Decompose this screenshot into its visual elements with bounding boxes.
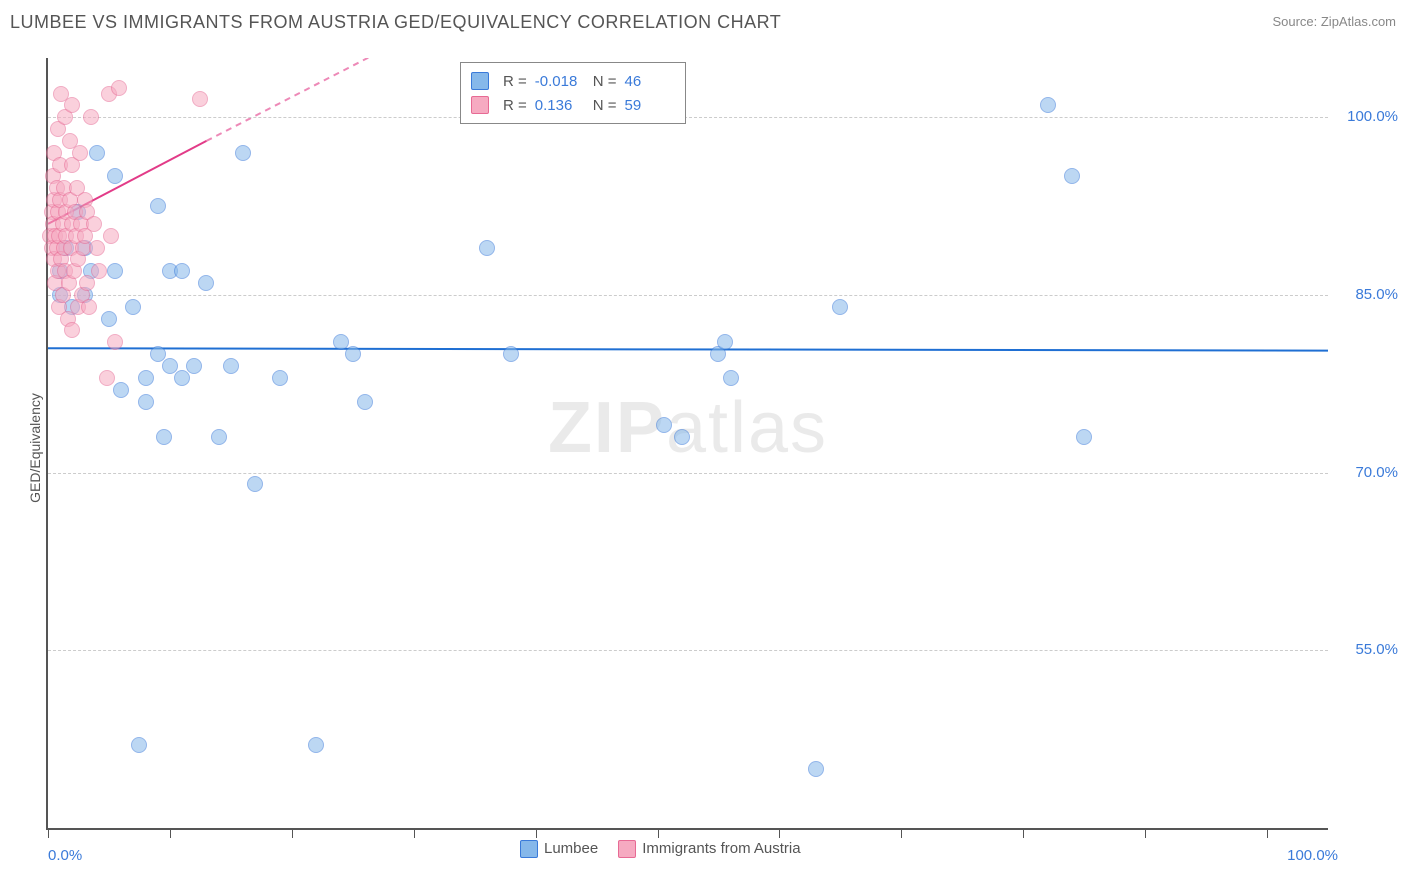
watermark: ZIPatlas	[548, 387, 828, 469]
data-point	[89, 145, 105, 161]
legend-swatch	[618, 840, 636, 858]
data-point	[103, 228, 119, 244]
series-legend: Lumbee Immigrants from Austria	[520, 840, 801, 858]
data-point	[308, 737, 324, 753]
data-point	[174, 370, 190, 386]
legend-r-label: R =	[503, 97, 527, 114]
data-point	[272, 370, 288, 386]
data-point	[723, 370, 739, 386]
data-point	[192, 91, 208, 107]
data-point	[91, 263, 107, 279]
data-point	[131, 737, 147, 753]
data-point	[235, 145, 251, 161]
data-point	[198, 275, 214, 291]
x-tick	[536, 828, 537, 838]
y-tick-label: 55.0%	[1338, 641, 1398, 658]
data-point	[832, 299, 848, 315]
data-point	[674, 429, 690, 445]
data-point	[479, 240, 495, 256]
data-point	[808, 761, 824, 777]
series-name: Immigrants from Austria	[642, 840, 800, 857]
trend-line-extension	[206, 58, 413, 141]
y-axis-label: GED/Equivalency	[27, 393, 43, 503]
legend-r-label: R =	[503, 73, 527, 90]
series-legend-item: Immigrants from Austria	[618, 840, 800, 858]
x-tick	[1267, 828, 1268, 838]
legend-r-value: -0.018	[535, 73, 585, 90]
source-label: Source: ZipAtlas.com	[1272, 14, 1396, 29]
legend-n-label: N =	[593, 73, 617, 90]
legend-n-value: 59	[625, 97, 675, 114]
data-point	[1076, 429, 1092, 445]
series-legend-item: Lumbee	[520, 840, 598, 858]
data-point	[223, 358, 239, 374]
gridline	[48, 295, 1328, 296]
data-point	[1064, 168, 1080, 184]
y-tick-label: 100.0%	[1338, 108, 1398, 125]
data-point	[1040, 97, 1056, 113]
data-point	[186, 358, 202, 374]
correlation-legend: R = -0.018 N = 46 R = 0.136 N = 59	[460, 62, 686, 124]
data-point	[64, 322, 80, 338]
y-tick-label: 85.0%	[1338, 286, 1398, 303]
gridline	[48, 117, 1328, 118]
gridline	[48, 650, 1328, 651]
data-point	[107, 168, 123, 184]
chart-title: LUMBEE VS IMMIGRANTS FROM AUSTRIA GED/EQ…	[10, 12, 781, 32]
x-tick	[901, 828, 902, 838]
data-point	[156, 429, 172, 445]
legend-n-label: N =	[593, 97, 617, 114]
x-tick	[1023, 828, 1024, 838]
gridline	[48, 473, 1328, 474]
x-tick	[48, 828, 49, 838]
data-point	[211, 429, 227, 445]
legend-n-value: 46	[625, 73, 675, 90]
data-point	[83, 109, 99, 125]
data-point	[107, 263, 123, 279]
x-tick	[292, 828, 293, 838]
x-tick	[414, 828, 415, 838]
data-point	[79, 275, 95, 291]
x-tick	[779, 828, 780, 838]
data-point	[113, 382, 129, 398]
legend-row: R = 0.136 N = 59	[471, 93, 675, 117]
data-point	[503, 346, 519, 362]
data-point	[138, 394, 154, 410]
x-tick	[1145, 828, 1146, 838]
x-tick-label: 100.0%	[1287, 847, 1338, 864]
trend-line	[48, 348, 1328, 350]
y-tick-label: 70.0%	[1338, 464, 1398, 481]
data-point	[247, 476, 263, 492]
legend-swatch	[471, 72, 489, 90]
data-point	[86, 216, 102, 232]
legend-swatch	[520, 840, 538, 858]
data-point	[101, 311, 117, 327]
x-tick-label: 0.0%	[48, 847, 82, 864]
data-point	[125, 299, 141, 315]
data-point	[99, 370, 115, 386]
data-point	[717, 334, 733, 350]
x-tick	[658, 828, 659, 838]
data-point	[138, 370, 154, 386]
x-tick	[170, 828, 171, 838]
legend-swatch	[471, 96, 489, 114]
data-point	[72, 145, 88, 161]
series-name: Lumbee	[544, 840, 598, 857]
data-point	[89, 240, 105, 256]
data-point	[656, 417, 672, 433]
data-point	[64, 97, 80, 113]
legend-r-value: 0.136	[535, 97, 585, 114]
data-point	[174, 263, 190, 279]
data-point	[107, 334, 123, 350]
data-point	[81, 299, 97, 315]
data-point	[150, 198, 166, 214]
plot-area: ZIPatlas 55.0%70.0%85.0%100.0%0.0%100.0%	[46, 58, 1328, 830]
legend-row: R = -0.018 N = 46	[471, 69, 675, 93]
data-point	[357, 394, 373, 410]
data-point	[111, 80, 127, 96]
data-point	[345, 346, 361, 362]
